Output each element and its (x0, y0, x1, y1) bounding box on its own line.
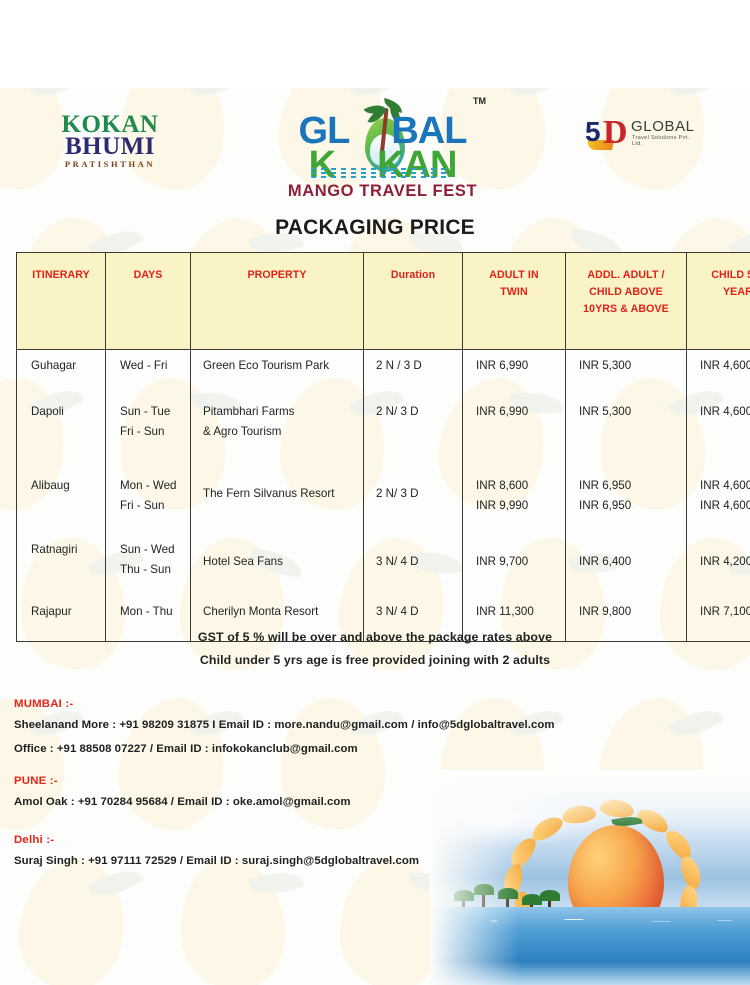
cell-property: The Fern Silvanus Resort (190, 457, 364, 534)
contact-city-delhi: Delhi :- (14, 834, 55, 846)
table-row: Rajapur Mon - Thu Cherilyn Monta Resort … (16, 595, 750, 642)
fived-global-name: GLOBAL (631, 118, 695, 135)
table-row: Alibaug Mon - Wed Fri - Sun The Fern Sil… (16, 457, 750, 534)
column-header-adult-in-twin: ADULT IN TWIN (462, 252, 566, 350)
cell-adult-twin: INR 6,990 (462, 349, 566, 396)
cell-adult-twin: INR 11,300 (462, 595, 566, 642)
contact-line: Suraj Singh : +91 97111 72529 / Email ID… (14, 855, 420, 867)
cell-child: INR 4,600 (686, 395, 750, 458)
cell-property: Cherilyn Monta Resort (190, 595, 364, 642)
pricing-table: ITINERARY DAYS PROPERTY Duration ADULT I… (16, 252, 750, 642)
column-header-itinerary: ITINERARY (16, 252, 106, 350)
cell-itinerary: Rajapur (16, 595, 106, 642)
artwork-top-fade (430, 770, 750, 830)
kokan-bhumi-line3: PRATISHTHAN (64, 159, 156, 169)
cell-child: INR 4,600 INR 4,600 (686, 457, 750, 534)
trademark-symbol: TM (473, 96, 486, 106)
kokan-bhumi-logo: KOKAN BHUMI PRATISHTHAN (50, 112, 170, 169)
cell-child: INR 4,600 (686, 349, 750, 396)
fived-global-subtitle: Travel Solutions Pvt. Ltd. (632, 135, 690, 147)
contact-city-mumbai: MUMBAI :- (14, 698, 74, 710)
table-header-row: ITINERARY DAYS PROPERTY Duration ADULT I… (16, 252, 750, 350)
gk-word-k: K (308, 144, 336, 186)
cell-addl-adult: INR 6,950 INR 6,950 (565, 457, 687, 534)
column-header-child: CHILD 5- 10 YEARS (686, 252, 750, 350)
page-title: PACKAGING PRICE (275, 216, 475, 239)
cell-addl-adult: INR 5,300 (565, 395, 687, 458)
cell-addl-adult: INR 6,400 (565, 533, 687, 596)
cell-child: INR 4,200 (686, 533, 750, 596)
column-header-duration: Duration (363, 252, 463, 350)
column-header-property: PROPERTY (190, 252, 364, 350)
kokan-bhumi-line1: KOKAN (61, 111, 159, 138)
cell-days: Mon - Thu (105, 595, 191, 642)
cell-itinerary: Guhagar (16, 349, 106, 396)
cell-itinerary: Alibaug (16, 457, 106, 534)
cell-property: Green Eco Tourism Park (190, 349, 364, 396)
watermark-leaf-icon (667, 701, 725, 745)
cell-itinerary: Ratnagiri (16, 533, 106, 596)
contact-city-pune: PUNE :- (14, 775, 58, 787)
cell-property: Hotel Sea Fans (190, 533, 364, 596)
global-kokan-logo: TM GL BAL K KAN MANGO TRAVEL FEST (275, 90, 490, 208)
cell-child: INR 7,100 (686, 595, 750, 642)
fived-global-logo: 5 D GLOBAL Travel Solutions Pvt. Ltd. (585, 114, 697, 156)
logo-bar: KOKAN BHUMI PRATISHTHAN TM GL BAL K KAN (0, 88, 750, 210)
notes-block: GST of 5 % will be over and above the pa… (0, 626, 750, 672)
note-child-free: Child under 5 yrs age is free provided j… (199, 653, 551, 667)
gk-word-bal: BAL (391, 110, 467, 152)
cell-days: Wed - Fri (105, 349, 191, 396)
gk-word-kan: KAN (377, 144, 457, 186)
wave-lines-icon (311, 168, 451, 178)
cell-property: Pitambhari Farms & Agro Tourism (190, 395, 364, 458)
contact-group-delhi: Delhi :- Suraj Singh : +91 97111 72529 /… (14, 834, 654, 867)
cell-days: Sun - Wed Thu - Sun (105, 533, 191, 596)
global-kokan-word-bottom: K KAN (275, 146, 490, 184)
cell-duration: 2 N/ 3 D (363, 457, 463, 534)
kokan-bhumi-line2: BHUMI (65, 133, 155, 160)
cell-days: Sun - Tue Fri - Sun (105, 395, 191, 458)
cell-duration: 2 N / 3 D (363, 349, 463, 396)
cell-adult-twin: INR 8,600 INR 9,990 (462, 457, 566, 534)
contact-group-pune: PUNE :- Amol Oak : +91 70284 95684 / Ema… (14, 775, 654, 808)
palm-mango-emblem-icon (363, 98, 407, 178)
gk-word-gl: GL (298, 110, 351, 152)
cell-itinerary: Dapoli (16, 395, 106, 458)
contacts-block: MUMBAI :- Sheelanand More : +91 98209 31… (14, 698, 654, 887)
global-kokan-word-top: GL BAL (275, 112, 490, 150)
mango-sun-artwork (430, 770, 750, 985)
contact-line: Sheelanand More : +91 98209 31875 I Emai… (14, 719, 555, 731)
contact-group-mumbai: MUMBAI :- Sheelanand More : +91 98209 31… (14, 698, 654, 755)
cell-duration: 2 N/ 3 D (363, 395, 463, 458)
top-white-band (0, 0, 750, 88)
table-row: Ratnagiri Sun - Wed Thu - Sun Hotel Sea … (16, 533, 750, 596)
cell-adult-twin: INR 6,990 (462, 395, 566, 458)
table-row: Guhagar Wed - Fri Green Eco Tourism Park… (16, 349, 750, 396)
fived-numeral: 5 (585, 116, 601, 147)
contact-line: Office : +91 88508 07227 / Email ID : in… (14, 743, 358, 755)
column-header-addl-adult: ADDL. ADULT / CHILD ABOVE 10YRS & ABOVE (565, 252, 687, 350)
cell-adult-twin: INR 9,700 (462, 533, 566, 596)
column-header-days: DAYS (105, 252, 191, 350)
cell-duration: 3 N/ 4 D (363, 595, 463, 642)
global-kokan-tagline: MANGO TRAVEL FEST (287, 182, 478, 200)
cell-addl-adult: INR 9,800 (565, 595, 687, 642)
cell-addl-adult: INR 5,300 (565, 349, 687, 396)
cell-duration: 3 N/ 4 D (363, 533, 463, 596)
contact-line: Amol Oak : +91 70284 95684 / Email ID : … (14, 796, 351, 808)
fived-letter-d: D (603, 114, 628, 151)
note-gst: GST of 5 % will be over and above the pa… (197, 630, 553, 644)
table-row: Dapoli Sun - Tue Fri - Sun Pitambhari Fa… (16, 395, 750, 458)
cell-days: Mon - Wed Fri - Sun (105, 457, 191, 534)
